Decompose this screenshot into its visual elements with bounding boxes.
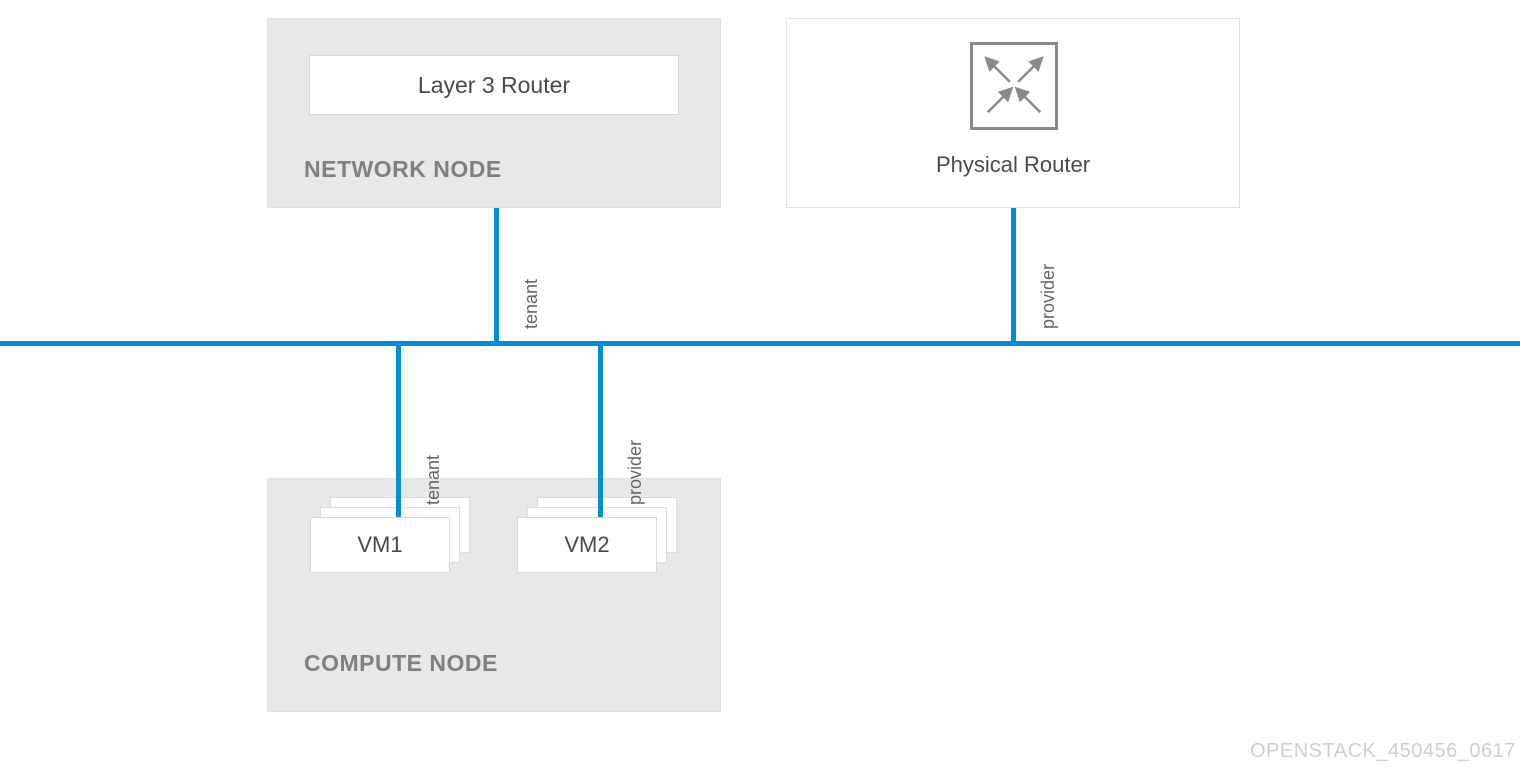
vm2-provider-line <box>598 341 603 517</box>
physical-router-provider-line <box>1011 208 1016 341</box>
layer3-router-box: Layer 3 Router <box>309 55 679 115</box>
physical-router-icon <box>970 42 1058 130</box>
network-node-title: NETWORK NODE <box>304 156 502 183</box>
network-node-tenant-label: tenant <box>521 279 542 329</box>
vm2-provider-label: provider <box>625 440 646 505</box>
vm1-tenant-line <box>396 341 401 517</box>
vm2-box: VM2 <box>517 517 657 573</box>
router-arrows-icon <box>973 45 1055 127</box>
layer3-router-label: Layer 3 Router <box>418 72 570 99</box>
vm1-box: VM1 <box>310 517 450 573</box>
vm1-tenant-label: tenant <box>423 455 444 505</box>
physical-router-label: Physical Router <box>786 152 1240 178</box>
diagram-id-footer: OPENSTACK_450456_0617 <box>1250 740 1516 763</box>
vm1-label: VM1 <box>357 532 402 558</box>
compute-node-title: COMPUTE NODE <box>304 650 498 677</box>
network-node-tenant-line <box>494 208 499 341</box>
vm2-label: VM2 <box>564 532 609 558</box>
physical-router-provider-label: provider <box>1038 264 1059 329</box>
network-bus-line <box>0 341 1520 346</box>
